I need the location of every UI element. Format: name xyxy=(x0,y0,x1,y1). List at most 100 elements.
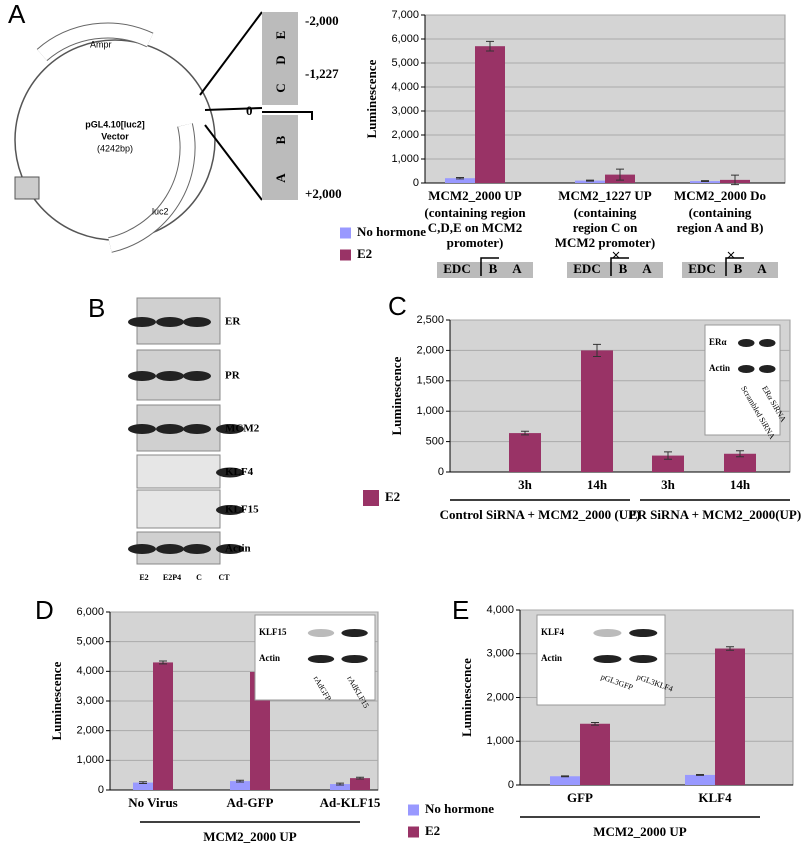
y-tick-label: 6,000 xyxy=(391,33,419,45)
region: E xyxy=(273,31,288,40)
inset-band xyxy=(759,339,776,347)
bar xyxy=(575,180,605,183)
y-tick-label: 4,000 xyxy=(486,604,514,616)
legend-label: No hormone xyxy=(357,224,426,239)
legend-swatch xyxy=(363,490,379,506)
y-tick-label: 0 xyxy=(98,784,104,796)
error-bar xyxy=(664,451,672,460)
y-tick-label: 0 xyxy=(438,466,444,478)
error-bar xyxy=(616,168,624,181)
lane-label: E2 xyxy=(139,573,148,582)
inset-band xyxy=(307,655,335,663)
inset-band xyxy=(593,629,622,637)
bar xyxy=(230,781,250,790)
error-bar xyxy=(591,721,599,726)
panel-label: E xyxy=(452,595,469,625)
error-bar xyxy=(486,40,494,52)
construct-label: A xyxy=(757,261,767,276)
bar xyxy=(509,433,541,472)
y-tick-label: 2,000 xyxy=(391,129,419,141)
cross xyxy=(612,251,620,259)
error-bar xyxy=(336,782,344,786)
plasmid xyxy=(14,11,313,253)
x-tick-label: GFP xyxy=(567,790,593,805)
y-tick-label: 5,000 xyxy=(76,636,104,648)
y-tick-label: 3,000 xyxy=(486,648,514,660)
y-axis-label: Luminescence xyxy=(364,59,379,138)
bar xyxy=(475,46,505,184)
position: 0 xyxy=(246,103,253,118)
panel-label: D xyxy=(35,595,54,625)
error-bar xyxy=(356,776,364,780)
blot-strip xyxy=(136,489,221,529)
blot-label: ER xyxy=(225,316,241,328)
category-note: region A and B) xyxy=(677,220,764,235)
error-bar xyxy=(696,774,704,776)
group-label: Control SiRNA + MCM2_2000 (UP) xyxy=(440,507,641,522)
lane-label: CT xyxy=(218,573,230,582)
y-tick-label: 500 xyxy=(426,436,444,448)
bar xyxy=(685,774,715,785)
blot-band xyxy=(128,371,156,381)
error-bar xyxy=(736,450,744,458)
error-bar xyxy=(561,775,569,778)
blot-band xyxy=(156,544,184,554)
blot-band xyxy=(183,371,211,381)
inset-row-label: Actin xyxy=(541,653,562,663)
x-tick-label: 14h xyxy=(587,477,608,492)
x-tick-label: KLF4 xyxy=(698,790,732,805)
blot-band xyxy=(216,505,244,515)
y-tick-label: 3,000 xyxy=(391,105,419,117)
y-tick-label: 2,000 xyxy=(486,691,514,703)
y-tick-label: 1,000 xyxy=(486,735,514,747)
category-note: (containing xyxy=(689,205,752,220)
bar xyxy=(652,455,684,472)
legend-swatch xyxy=(340,227,351,239)
y-tick-label: 1,000 xyxy=(391,153,419,165)
plasmid-text: Ampr pGL4.10[luc2] Vector (4242bp) luc2 xyxy=(85,39,168,216)
bar xyxy=(133,782,153,790)
y-tick-label: 2,000 xyxy=(76,725,104,737)
inset-row-label: ERα xyxy=(709,337,727,347)
legend-swatch xyxy=(408,826,419,838)
legend-label: E2 xyxy=(425,823,440,838)
error-bar xyxy=(701,180,709,183)
bar xyxy=(250,671,270,790)
amp-label: Ampr xyxy=(90,39,112,49)
error-bar xyxy=(521,430,529,436)
regions: E D C B A -2,000 -1,227 0 +2,000 xyxy=(246,13,342,201)
blot-label: KLF15 xyxy=(225,504,259,516)
region: B xyxy=(273,135,288,144)
bar xyxy=(445,178,475,183)
blot-band xyxy=(183,424,211,434)
cross xyxy=(727,251,735,259)
y-axis-label: Luminescence xyxy=(459,658,474,737)
bar xyxy=(153,662,173,790)
bar xyxy=(350,778,370,790)
bar xyxy=(581,350,613,472)
x-tick-label: MCM2_1227 UP xyxy=(558,188,652,203)
inset-row-label: Actin xyxy=(709,363,730,373)
panel-label: B xyxy=(88,293,105,323)
error-bar xyxy=(593,343,601,357)
blot-band xyxy=(216,467,244,478)
blot-band xyxy=(156,424,184,434)
inset-band xyxy=(738,365,755,373)
construct-label: EDC xyxy=(688,261,715,276)
inset-band xyxy=(341,655,368,663)
blot-label: PR xyxy=(225,370,241,382)
legend-swatch xyxy=(408,804,419,816)
category-note: promoter) xyxy=(447,235,504,250)
category-note: C,D,E on MCM2 xyxy=(428,220,523,235)
region: A xyxy=(273,173,288,183)
bar xyxy=(330,784,350,790)
blot-strip xyxy=(136,454,221,489)
category-note: MCM2 promoter) xyxy=(555,235,655,250)
blot-band xyxy=(128,544,156,554)
inset-row-label: Actin xyxy=(259,653,280,663)
category-note: (containing region xyxy=(424,205,526,220)
construct-label: EDC xyxy=(443,261,470,276)
panel-label: C xyxy=(388,291,407,321)
blot-label: MCM2 xyxy=(225,423,260,435)
